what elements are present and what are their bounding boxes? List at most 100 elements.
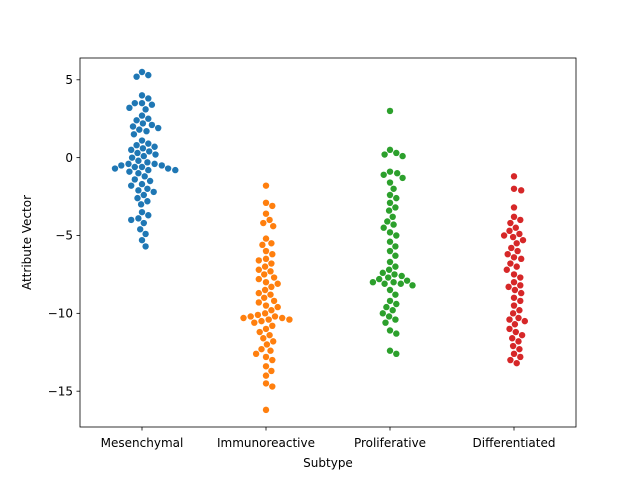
- data-point-proliferative: [386, 247, 394, 255]
- y-tick-label: −10: [48, 307, 73, 321]
- data-point-proliferative: [386, 146, 394, 154]
- data-point-mesenchymal: [150, 188, 157, 196]
- data-point-mesenchymal: [138, 180, 146, 188]
- data-point-proliferative: [392, 252, 399, 259]
- data-point-mesenchymal: [148, 121, 156, 129]
- data-point-differentiated: [509, 342, 517, 350]
- data-point-mesenchymal: [133, 141, 140, 149]
- plot-area: [80, 58, 576, 427]
- data-point-proliferative: [386, 179, 394, 186]
- y-axis-label: Attribute Vector: [20, 195, 34, 290]
- data-point-differentiated: [509, 233, 517, 241]
- data-point-immunoreactive: [269, 322, 276, 329]
- data-point-immunoreactive: [255, 289, 262, 297]
- x-tick-label: Proliferative: [354, 436, 426, 450]
- data-point-proliferative: [389, 307, 396, 314]
- data-point-mesenchymal: [140, 219, 147, 227]
- data-point-proliferative: [386, 107, 394, 115]
- data-point-proliferative: [390, 185, 397, 192]
- data-point-mesenchymal: [138, 112, 146, 119]
- data-point-differentiated: [517, 297, 524, 305]
- data-point-immunoreactive: [274, 303, 281, 311]
- data-point-immunoreactive: [240, 314, 247, 322]
- data-point-mesenchymal: [128, 216, 135, 224]
- data-point-immunoreactive: [261, 271, 268, 278]
- data-point-proliferative: [393, 330, 400, 337]
- data-point-differentiated: [515, 314, 522, 322]
- data-point-mesenchymal: [142, 106, 149, 113]
- y-tick-label: −15: [48, 384, 73, 398]
- data-point-immunoreactive: [262, 255, 270, 263]
- data-point-mesenchymal: [151, 160, 158, 168]
- data-point-immunoreactive: [263, 341, 271, 348]
- data-point-mesenchymal: [148, 101, 156, 108]
- data-point-mesenchymal: [158, 162, 165, 169]
- data-point-differentiated: [518, 187, 525, 194]
- data-point-mesenchymal: [137, 201, 145, 208]
- x-tick-label: Differentiated: [473, 436, 556, 450]
- data-point-mesenchymal: [138, 236, 146, 244]
- data-point-proliferative: [390, 221, 397, 228]
- data-point-proliferative: [386, 199, 394, 206]
- data-point-mesenchymal: [155, 124, 162, 132]
- data-point-immunoreactive: [259, 241, 266, 249]
- y-tick-label: 5: [65, 73, 73, 87]
- data-point-proliferative: [386, 297, 394, 305]
- data-point-mesenchymal: [130, 131, 138, 138]
- data-point-immunoreactive: [269, 250, 276, 258]
- data-point-mesenchymal: [138, 137, 146, 144]
- data-point-immunoreactive: [266, 216, 273, 224]
- data-point-immunoreactive: [268, 283, 275, 291]
- data-point-proliferative: [394, 170, 401, 177]
- data-point-differentiated: [512, 224, 519, 231]
- data-point-mesenchymal: [139, 120, 147, 127]
- data-point-mesenchymal: [138, 68, 146, 76]
- data-point-proliferative: [386, 347, 394, 354]
- data-point-differentiated: [510, 271, 518, 278]
- data-point-immunoreactive: [255, 266, 262, 273]
- data-point-differentiated: [505, 283, 512, 291]
- data-point-differentiated: [519, 236, 527, 244]
- data-point-mesenchymal: [145, 140, 152, 147]
- data-point-immunoreactive: [262, 363, 270, 370]
- data-point-immunoreactive: [269, 356, 276, 364]
- data-point-differentiated: [517, 282, 524, 289]
- data-point-proliferative: [386, 229, 394, 236]
- data-point-proliferative: [386, 327, 394, 334]
- data-point-proliferative: [399, 174, 406, 182]
- data-point-mesenchymal: [118, 162, 125, 169]
- data-point-proliferative: [393, 232, 400, 239]
- data-point-mesenchymal: [152, 151, 159, 158]
- data-point-immunoreactive: [267, 268, 274, 275]
- data-point-mesenchymal: [145, 115, 152, 122]
- data-point-mesenchymal: [140, 191, 147, 199]
- data-point-mesenchymal: [137, 226, 144, 233]
- data-point-differentiated: [506, 316, 513, 323]
- data-point-immunoreactive: [266, 331, 273, 339]
- data-point-differentiated: [517, 216, 524, 224]
- data-point-immunoreactive: [247, 313, 254, 320]
- data-point-immunoreactive: [269, 202, 276, 210]
- data-point-mesenchymal: [151, 143, 158, 150]
- data-point-differentiated: [508, 244, 515, 252]
- data-point-immunoreactive: [262, 182, 270, 189]
- data-point-mesenchymal: [145, 95, 152, 102]
- data-point-differentiated: [500, 232, 508, 239]
- data-point-mesenchymal: [135, 215, 142, 222]
- data-point-mesenchymal: [135, 157, 142, 164]
- data-point-differentiated: [503, 266, 510, 273]
- data-point-proliferative: [390, 279, 397, 286]
- data-point-mesenchymal: [143, 127, 150, 135]
- data-point-immunoreactive: [262, 199, 270, 206]
- data-point-mesenchymal: [164, 165, 172, 172]
- data-point-mesenchymal: [138, 92, 146, 99]
- data-point-proliferative: [391, 271, 398, 278]
- data-point-mesenchymal: [142, 243, 149, 250]
- data-point-mesenchymal: [136, 126, 143, 133]
- data-point-immunoreactive: [268, 307, 275, 314]
- data-point-immunoreactive: [268, 367, 275, 375]
- data-point-immunoreactive: [270, 222, 277, 230]
- data-point-mesenchymal: [133, 73, 140, 80]
- data-point-proliferative: [385, 313, 393, 320]
